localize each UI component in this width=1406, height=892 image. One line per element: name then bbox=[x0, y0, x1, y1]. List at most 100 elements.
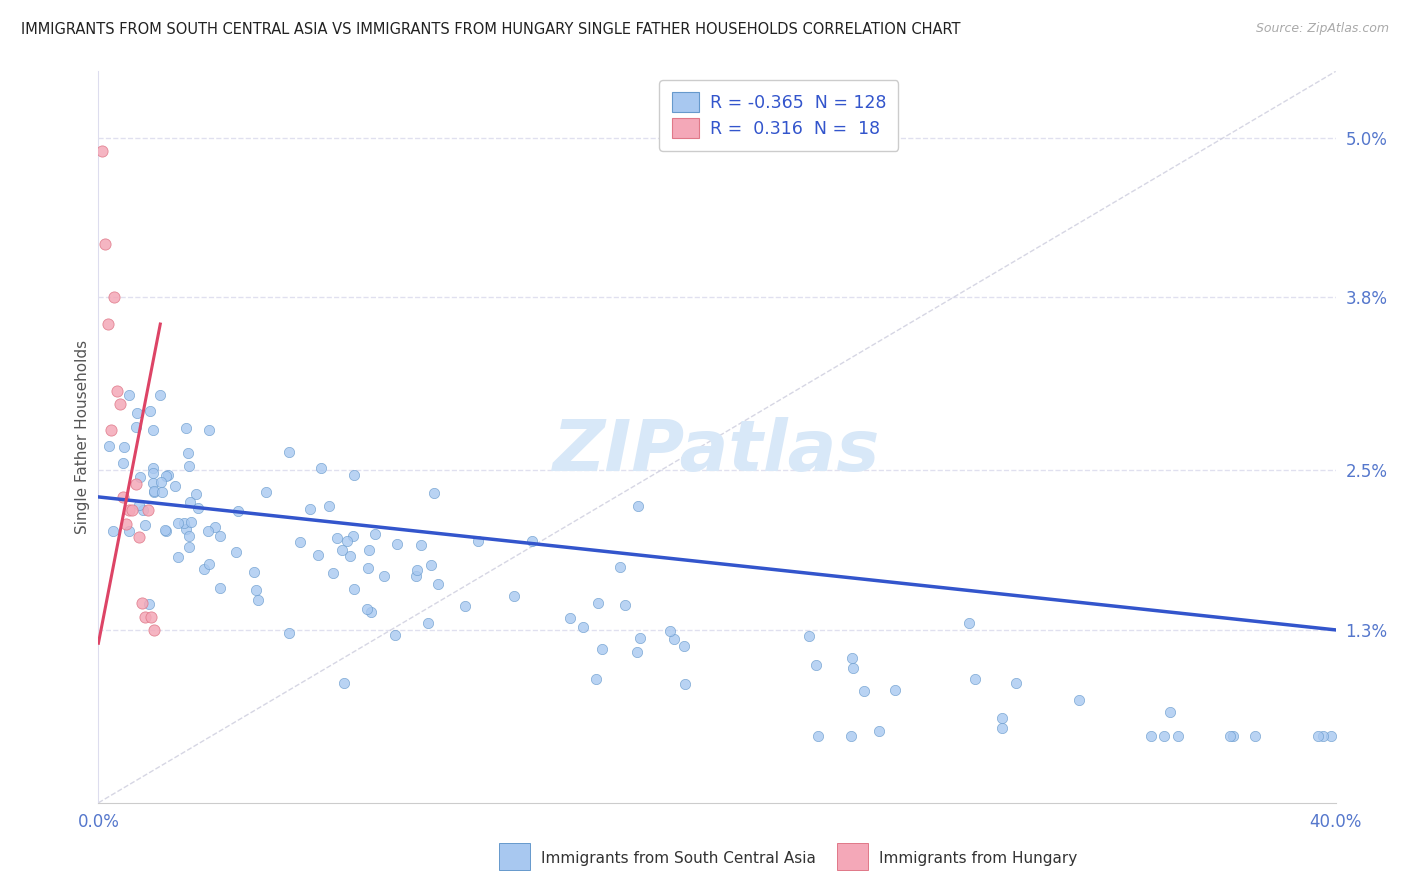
Point bbox=[807, 729, 830, 743]
Point bbox=[309, 460, 332, 475]
Point bbox=[558, 611, 581, 625]
Point bbox=[333, 676, 356, 690]
Point bbox=[157, 467, 180, 482]
Point bbox=[131, 596, 153, 610]
Point bbox=[187, 501, 209, 516]
Point bbox=[100, 424, 122, 438]
Point bbox=[842, 661, 865, 675]
Point bbox=[245, 583, 267, 598]
Point bbox=[112, 440, 135, 454]
Point bbox=[1218, 729, 1240, 743]
Point bbox=[209, 529, 232, 543]
Point bbox=[342, 582, 364, 596]
Point bbox=[591, 642, 613, 657]
Point bbox=[585, 672, 607, 686]
Point bbox=[177, 446, 200, 460]
Point bbox=[673, 640, 696, 654]
Point bbox=[142, 483, 165, 498]
Point bbox=[1159, 706, 1181, 720]
Point bbox=[179, 495, 201, 509]
Point bbox=[405, 563, 427, 577]
Point bbox=[90, 144, 112, 158]
Point bbox=[330, 543, 353, 558]
Point bbox=[318, 499, 340, 513]
Point bbox=[586, 596, 609, 610]
Point bbox=[409, 538, 432, 552]
Point bbox=[628, 631, 651, 645]
Point bbox=[155, 524, 177, 538]
Point bbox=[321, 566, 343, 581]
Point bbox=[502, 589, 524, 603]
Point bbox=[225, 544, 247, 558]
Point bbox=[1167, 729, 1189, 743]
Point bbox=[142, 475, 165, 490]
Point bbox=[326, 531, 349, 545]
Point bbox=[609, 560, 631, 574]
Point bbox=[179, 529, 201, 543]
Point bbox=[278, 445, 301, 459]
Point bbox=[177, 459, 200, 474]
Text: Immigrants from South Central Asia: Immigrants from South Central Asia bbox=[541, 851, 817, 865]
Point bbox=[150, 475, 173, 489]
Point bbox=[132, 502, 155, 516]
Point bbox=[384, 628, 406, 642]
Point bbox=[626, 645, 648, 659]
Point bbox=[134, 609, 156, 624]
Point bbox=[627, 499, 650, 513]
Point bbox=[108, 397, 131, 411]
Point bbox=[138, 598, 160, 612]
Point bbox=[115, 516, 138, 531]
Point bbox=[118, 524, 141, 538]
Point bbox=[134, 517, 156, 532]
Point bbox=[143, 623, 166, 637]
Point bbox=[520, 533, 543, 548]
Point bbox=[247, 593, 270, 607]
Point bbox=[112, 490, 135, 504]
Point bbox=[121, 503, 143, 517]
Point bbox=[128, 499, 150, 513]
Point bbox=[143, 484, 166, 499]
Point bbox=[155, 523, 177, 537]
Point bbox=[198, 558, 221, 572]
Legend: R = -0.365  N = 128, R =  0.316  N =  18: R = -0.365 N = 128, R = 0.316 N = 18 bbox=[659, 80, 898, 151]
Text: ZIPatlas: ZIPatlas bbox=[554, 417, 880, 486]
Text: IMMIGRANTS FROM SOUTH CENTRAL ASIA VS IMMIGRANTS FROM HUNGARY SINGLE FATHER HOUS: IMMIGRANTS FROM SOUTH CENTRAL ASIA VS IM… bbox=[21, 22, 960, 37]
Point bbox=[572, 620, 595, 634]
Point bbox=[673, 676, 696, 690]
Point bbox=[1139, 729, 1161, 743]
Point bbox=[148, 388, 170, 402]
Point bbox=[991, 721, 1014, 735]
Point bbox=[167, 550, 190, 565]
Point bbox=[139, 609, 162, 624]
Point bbox=[339, 549, 361, 563]
Point bbox=[290, 534, 312, 549]
Point bbox=[613, 598, 636, 612]
Point bbox=[868, 724, 890, 739]
Point bbox=[797, 629, 820, 643]
Text: Source: ZipAtlas.com: Source: ZipAtlas.com bbox=[1256, 22, 1389, 36]
Text: Immigrants from Hungary: Immigrants from Hungary bbox=[879, 851, 1077, 865]
Point bbox=[454, 599, 477, 614]
Point bbox=[1243, 729, 1265, 743]
Point bbox=[804, 658, 827, 673]
Point bbox=[155, 468, 177, 483]
Point bbox=[129, 470, 152, 484]
Point bbox=[142, 467, 165, 481]
Point bbox=[150, 485, 173, 500]
Point bbox=[1319, 729, 1341, 743]
Point bbox=[1222, 729, 1244, 743]
Point bbox=[125, 406, 148, 420]
Point bbox=[180, 515, 202, 529]
Point bbox=[177, 540, 200, 554]
Point bbox=[136, 503, 159, 517]
Point bbox=[193, 562, 215, 576]
Point bbox=[336, 533, 359, 548]
Point bbox=[307, 548, 329, 562]
Point bbox=[103, 290, 125, 304]
Point bbox=[243, 565, 266, 579]
Point bbox=[204, 519, 226, 533]
Point bbox=[418, 615, 440, 630]
Point bbox=[373, 569, 395, 583]
Point bbox=[174, 522, 197, 536]
Point bbox=[142, 424, 165, 438]
